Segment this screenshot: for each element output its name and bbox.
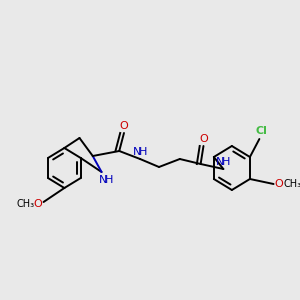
Text: O: O [120, 121, 128, 131]
Text: Cl: Cl [255, 126, 267, 136]
Text: O: O [34, 199, 42, 209]
Text: N: N [99, 175, 108, 185]
Text: H: H [105, 175, 113, 185]
Text: CH₃: CH₃ [284, 179, 300, 189]
Text: O: O [199, 134, 208, 144]
Text: O: O [274, 179, 283, 189]
Text: N: N [216, 157, 225, 167]
Text: H: H [139, 147, 147, 157]
Text: N: N [133, 147, 141, 157]
Text: H: H [222, 157, 230, 167]
Text: CH₃: CH₃ [16, 199, 34, 209]
